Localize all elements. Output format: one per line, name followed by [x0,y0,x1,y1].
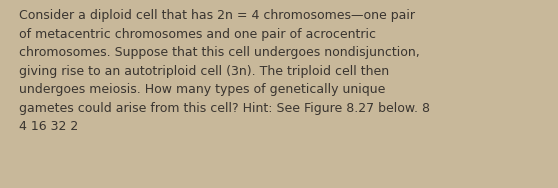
Text: Consider a diploid cell that has 2n = 4 chromosomes—one pair
of metacentric chro: Consider a diploid cell that has 2n = 4 … [20,9,430,133]
